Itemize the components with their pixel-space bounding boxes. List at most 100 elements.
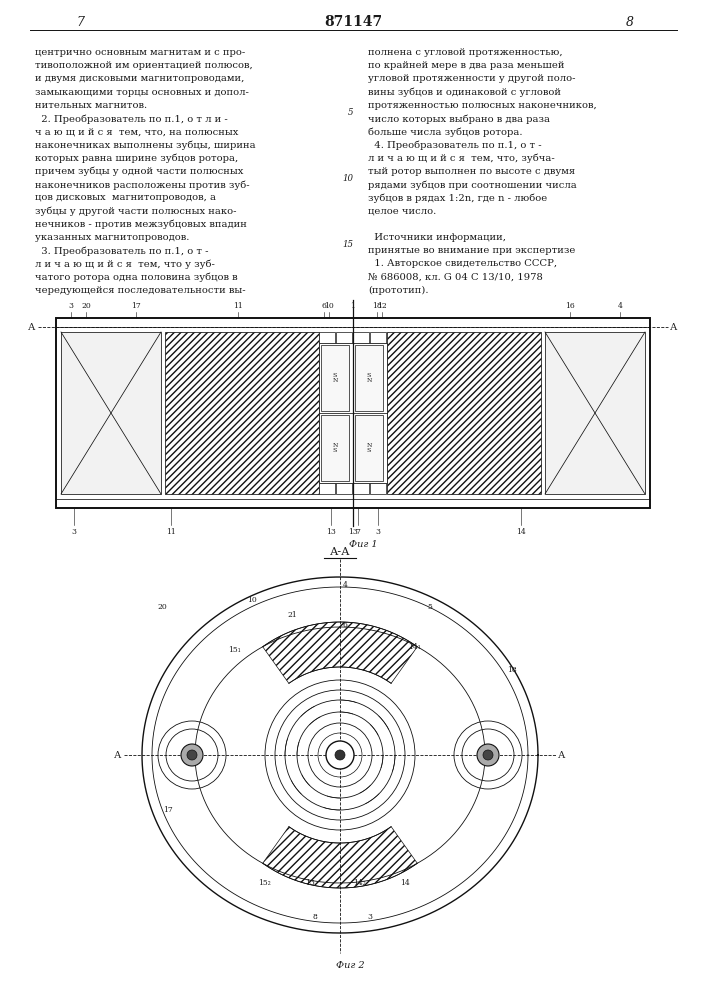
Text: 13: 13 [305,879,315,887]
Text: тый ротор выполнен по высоте с двумя: тый ротор выполнен по высоте с двумя [368,167,575,176]
Text: ч а ю щ и й с я  тем, что, на полюсных: ч а ю щ и й с я тем, что, на полюсных [35,127,238,136]
Bar [321,345,349,411]
Text: чередующейся последовательности вы-: чередующейся последовательности вы- [35,286,245,295]
Circle shape [181,744,203,766]
Text: 2. Преобразователь по п.1, о т л и -: 2. Преобразователь по п.1, о т л и - [35,114,228,123]
Text: 7: 7 [356,528,361,536]
Text: 13: 13 [348,528,358,536]
Circle shape [477,744,499,766]
Text: 14: 14 [516,528,526,536]
Bar [355,345,383,411]
Text: 8: 8 [312,913,317,921]
Text: 11: 11 [166,528,176,536]
Bar [319,343,387,483]
Text: 15₂: 15₂ [259,879,271,887]
Circle shape [483,750,493,760]
Text: 20: 20 [157,603,167,611]
Bar [320,332,336,343]
Circle shape [335,750,345,760]
Text: 4: 4 [343,581,347,589]
Text: 16: 16 [565,302,575,310]
Text: по крайней мере в два раза меньшей: по крайней мере в два раза меньшей [368,61,564,70]
Text: А: А [670,322,678,332]
Text: причем зубцы у одной части полюсных: причем зубцы у одной части полюсных [35,167,243,176]
Text: больше числа зубцов ротора.: больше числа зубцов ротора. [368,127,522,137]
Circle shape [187,750,197,760]
Bar [355,415,383,481]
Text: указанных магнитопроводов.: указанных магнитопроводов. [35,233,189,242]
Text: л и ч а ю щ и й с я  тем, что у зуб-: л и ч а ю щ и й с я тем, что у зуб- [35,259,215,269]
Text: цов дисковых  магнитопроводов, а: цов дисковых магнитопроводов, а [35,193,216,202]
Bar [337,483,353,494]
Text: 13: 13 [326,528,336,536]
Bar [354,332,370,343]
Text: наконечников расположены против зуб-: наконечников расположены против зуб- [35,180,250,190]
Text: 5: 5 [348,108,353,117]
Bar [320,483,336,494]
Text: № 686008, кл. G 04 C 13/10, 1978: № 686008, кл. G 04 C 13/10, 1978 [368,272,543,281]
Text: 11: 11 [233,302,243,310]
Text: чатого ротора одна половина зубцов в: чатого ротора одна половина зубцов в [35,272,238,282]
Text: 10: 10 [324,302,334,310]
Text: (прототип).: (прототип). [368,286,428,295]
Text: 10: 10 [247,596,257,604]
Text: 4. Преобразователь по п.1, о т -: 4. Преобразователь по п.1, о т - [368,140,542,150]
Text: 15: 15 [342,240,353,249]
Text: S
N: S N [366,373,372,383]
Text: 5: 5 [428,603,433,611]
Text: нительных магнитов.: нительных магнитов. [35,101,147,110]
Bar [387,332,541,494]
Text: А: А [28,322,35,332]
Bar [165,332,319,494]
Text: число которых выбрано в два раза: число которых выбрано в два раза [368,114,550,123]
Text: 18: 18 [507,666,517,674]
Text: 1: 1 [351,302,356,310]
Text: 18: 18 [372,302,382,310]
Text: и двумя дисковыми магнитопроводами,: и двумя дисковыми магнитопроводами, [35,74,245,83]
Text: N
S: N S [332,443,338,453]
Text: 17: 17 [163,806,173,814]
Text: л и ч а ю щ и й с я  тем, что, зубча-: л и ч а ю щ и й с я тем, что, зубча- [368,154,555,163]
Text: 20: 20 [81,302,91,310]
Circle shape [326,741,354,769]
Bar [370,332,387,343]
Text: 3: 3 [69,302,74,310]
Bar [61,332,161,494]
Text: N
S: N S [366,443,372,453]
Text: зубцы у другой части полюсных нако-: зубцы у другой части полюсных нако- [35,206,237,216]
Text: 6: 6 [322,302,327,310]
Text: 1. Авторское свидетельство СССР,: 1. Авторское свидетельство СССР, [368,259,557,268]
Text: 14₂: 14₂ [354,879,366,887]
Text: замыкающими торцы основных и допол-: замыкающими торцы основных и допол- [35,88,249,97]
Text: вины зубцов и одинаковой с угловой: вины зубцов и одинаковой с угловой [368,88,561,97]
Bar [56,318,650,508]
Text: 7: 7 [76,15,84,28]
Text: 3. Преобразователь по п.1, о т -: 3. Преобразователь по п.1, о т - [35,246,209,255]
Text: 4: 4 [617,302,622,310]
Text: угловой протяженности у другой поло-: угловой протяженности у другой поло- [368,74,575,83]
Text: 3: 3 [71,528,76,536]
Bar [545,332,645,494]
Text: А-А: А-А [329,547,350,557]
Text: 14₁: 14₁ [409,643,421,651]
Text: 3: 3 [368,913,373,921]
Text: 21: 21 [287,611,297,619]
Text: полнена с угловой протяженностью,: полнена с угловой протяженностью, [368,48,563,57]
Text: 17: 17 [131,302,141,310]
Text: принятые во внимание при экспертизе: принятые во внимание при экспертизе [368,246,575,255]
Bar [321,415,349,481]
Text: протяженностью полюсных наконечников,: протяженностью полюсных наконечников, [368,101,597,110]
Text: 14: 14 [400,879,410,887]
Text: А: А [559,750,566,760]
Text: тивоположной им ориентацией полюсов,: тивоположной им ориентацией полюсов, [35,61,252,70]
Text: Фиг 1: Фиг 1 [349,540,378,549]
Text: центрично основным магнитам и с про-: центрично основным магнитам и с про- [35,48,245,57]
Text: 871147: 871147 [324,15,382,29]
Text: Фиг 2: Фиг 2 [336,961,364,970]
Text: рядами зубцов при соотношении числа: рядами зубцов при соотношении числа [368,180,577,190]
Text: S
N: S N [332,373,338,383]
Text: 8: 8 [626,15,634,28]
Text: нечников - против межзубцовых впадин: нечников - против межзубцовых впадин [35,220,247,229]
Bar [354,483,370,494]
Text: Источники информации,: Источники информации, [368,233,506,242]
